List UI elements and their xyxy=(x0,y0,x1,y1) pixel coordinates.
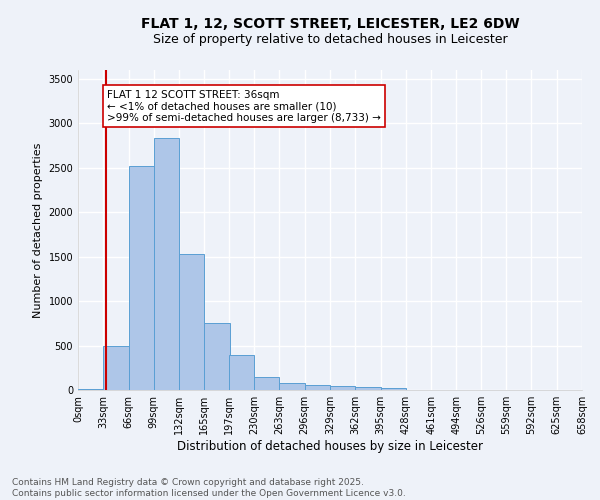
Bar xyxy=(254,376,280,390)
Bar xyxy=(355,388,380,390)
Bar xyxy=(103,346,128,390)
Text: FLAT 1, 12, SCOTT STREET, LEICESTER, LE2 6DW: FLAT 1, 12, SCOTT STREET, LEICESTER, LE2… xyxy=(140,18,520,32)
X-axis label: Distribution of detached houses by size in Leicester: Distribution of detached houses by size … xyxy=(177,440,483,453)
Bar xyxy=(179,254,205,390)
Bar xyxy=(154,138,179,390)
Y-axis label: Number of detached properties: Number of detached properties xyxy=(33,142,43,318)
Text: Contains HM Land Registry data © Crown copyright and database right 2025.
Contai: Contains HM Land Registry data © Crown c… xyxy=(12,478,406,498)
Bar xyxy=(330,386,355,390)
Text: FLAT 1 12 SCOTT STREET: 36sqm
← <1% of detached houses are smaller (10)
>99% of : FLAT 1 12 SCOTT STREET: 36sqm ← <1% of d… xyxy=(107,90,381,123)
Bar xyxy=(280,384,305,390)
Bar xyxy=(205,324,230,390)
Bar xyxy=(78,389,103,390)
Bar xyxy=(305,385,330,390)
Text: Size of property relative to detached houses in Leicester: Size of property relative to detached ho… xyxy=(152,32,508,46)
Bar xyxy=(128,166,154,390)
Bar xyxy=(229,356,254,390)
Bar xyxy=(380,388,406,390)
